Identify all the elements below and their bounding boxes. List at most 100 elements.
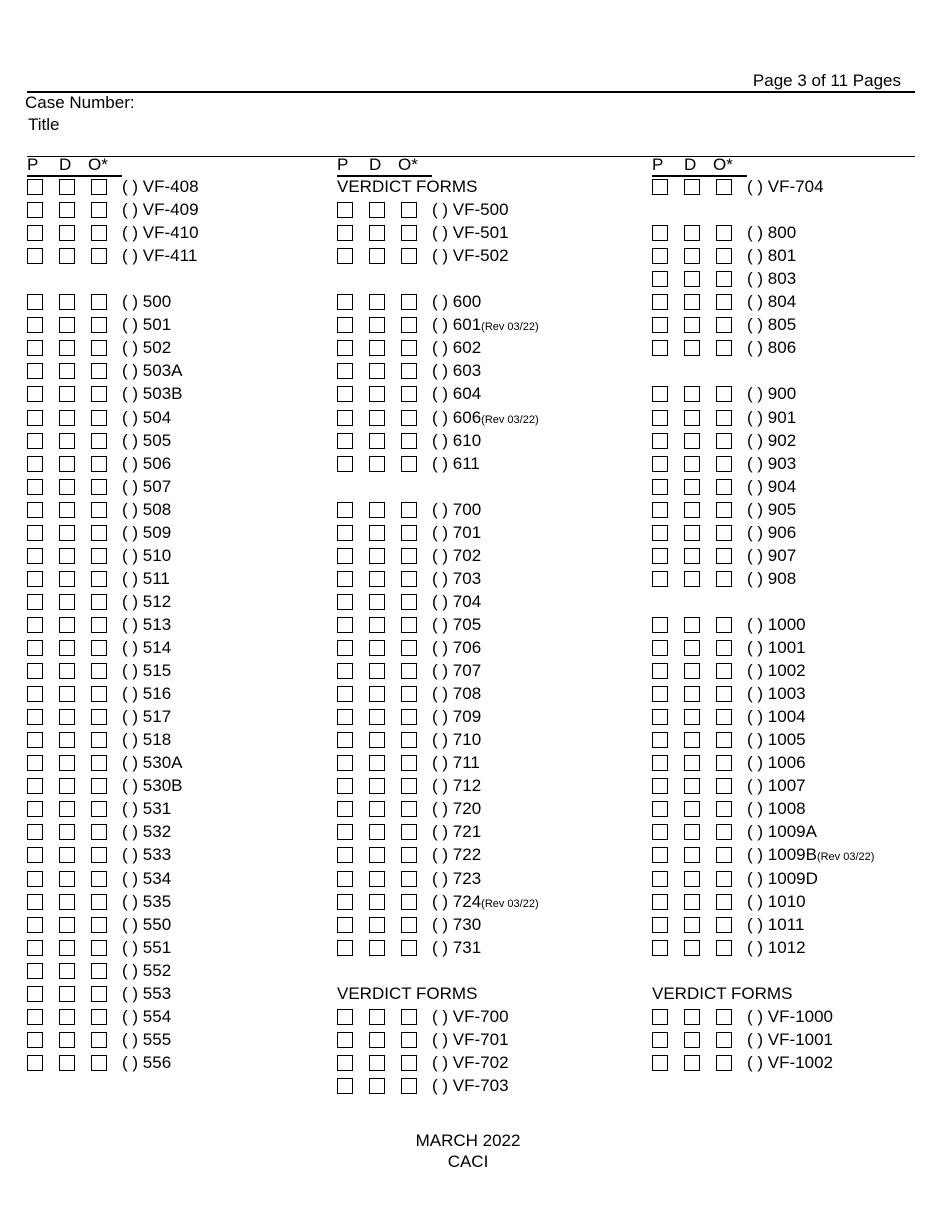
p-checkbox[interactable] [337, 870, 353, 887]
d-checkbox[interactable] [59, 593, 75, 610]
o-checkbox[interactable] [401, 317, 417, 334]
o-checkbox[interactable] [91, 1008, 107, 1025]
p-checkbox[interactable] [652, 547, 668, 564]
p-checkbox[interactable] [27, 640, 43, 656]
o-checkbox[interactable] [91, 340, 107, 357]
o-checkbox[interactable] [91, 455, 107, 472]
p-checkbox[interactable] [27, 294, 43, 311]
d-checkbox[interactable] [369, 248, 385, 265]
o-checkbox[interactable] [91, 916, 107, 933]
p-checkbox[interactable] [337, 778, 353, 795]
p-checkbox[interactable] [337, 570, 353, 587]
o-checkbox[interactable] [401, 501, 417, 518]
d-checkbox[interactable] [684, 640, 700, 656]
d-checkbox[interactable] [684, 225, 700, 242]
d-checkbox[interactable] [684, 455, 700, 472]
o-checkbox[interactable] [716, 709, 732, 726]
p-checkbox[interactable] [652, 248, 668, 265]
p-checkbox[interactable] [27, 225, 43, 242]
p-checkbox[interactable] [652, 893, 668, 910]
o-checkbox[interactable] [716, 824, 732, 841]
o-checkbox[interactable] [91, 732, 107, 749]
d-checkbox[interactable] [684, 179, 700, 195]
p-checkbox[interactable] [652, 870, 668, 887]
o-checkbox[interactable] [716, 686, 732, 703]
o-checkbox[interactable] [91, 501, 107, 518]
d-checkbox[interactable] [684, 709, 700, 726]
d-checkbox[interactable] [59, 755, 75, 772]
d-checkbox[interactable] [59, 340, 75, 357]
p-checkbox[interactable] [652, 386, 668, 403]
o-checkbox[interactable] [401, 893, 417, 910]
d-checkbox[interactable] [369, 432, 385, 449]
p-checkbox[interactable] [652, 824, 668, 841]
o-checkbox[interactable] [401, 801, 417, 818]
o-checkbox[interactable] [401, 1054, 417, 1071]
o-checkbox[interactable] [716, 847, 732, 864]
d-checkbox[interactable] [684, 340, 700, 357]
o-checkbox[interactable] [91, 593, 107, 610]
o-checkbox[interactable] [91, 847, 107, 864]
p-checkbox[interactable] [337, 202, 353, 219]
o-checkbox[interactable] [401, 1031, 417, 1048]
d-checkbox[interactable] [684, 294, 700, 311]
d-checkbox[interactable] [369, 501, 385, 518]
o-checkbox[interactable] [91, 317, 107, 334]
d-checkbox[interactable] [369, 202, 385, 219]
p-checkbox[interactable] [337, 386, 353, 403]
d-checkbox[interactable] [369, 939, 385, 956]
o-checkbox[interactable] [401, 824, 417, 841]
d-checkbox[interactable] [684, 570, 700, 587]
o-checkbox[interactable] [716, 455, 732, 472]
o-checkbox[interactable] [401, 939, 417, 956]
d-checkbox[interactable] [59, 179, 75, 195]
p-checkbox[interactable] [337, 755, 353, 772]
p-checkbox[interactable] [652, 478, 668, 495]
o-checkbox[interactable] [401, 870, 417, 887]
o-checkbox[interactable] [91, 686, 107, 703]
o-checkbox[interactable] [716, 317, 732, 334]
d-checkbox[interactable] [684, 686, 700, 703]
o-checkbox[interactable] [401, 755, 417, 772]
p-checkbox[interactable] [27, 547, 43, 564]
d-checkbox[interactable] [59, 317, 75, 334]
d-checkbox[interactable] [59, 916, 75, 933]
p-checkbox[interactable] [27, 593, 43, 610]
p-checkbox[interactable] [652, 524, 668, 541]
d-checkbox[interactable] [369, 663, 385, 680]
p-checkbox[interactable] [27, 824, 43, 841]
p-checkbox[interactable] [27, 801, 43, 818]
p-checkbox[interactable] [27, 179, 43, 195]
o-checkbox[interactable] [716, 570, 732, 587]
p-checkbox[interactable] [27, 409, 43, 426]
p-checkbox[interactable] [27, 663, 43, 680]
d-checkbox[interactable] [369, 778, 385, 795]
o-checkbox[interactable] [91, 709, 107, 726]
p-checkbox[interactable] [27, 616, 43, 633]
p-checkbox[interactable] [652, 916, 668, 933]
d-checkbox[interactable] [59, 962, 75, 979]
p-checkbox[interactable] [652, 225, 668, 242]
d-checkbox[interactable] [684, 248, 700, 265]
p-checkbox[interactable] [27, 939, 43, 956]
o-checkbox[interactable] [716, 294, 732, 311]
o-checkbox[interactable] [716, 916, 732, 933]
o-checkbox[interactable] [91, 363, 107, 380]
o-checkbox[interactable] [716, 640, 732, 656]
o-checkbox[interactable] [91, 248, 107, 265]
p-checkbox[interactable] [337, 939, 353, 956]
o-checkbox[interactable] [716, 386, 732, 403]
p-checkbox[interactable] [337, 1077, 353, 1094]
p-checkbox[interactable] [27, 1008, 43, 1025]
d-checkbox[interactable] [684, 870, 700, 887]
d-checkbox[interactable] [59, 732, 75, 749]
p-checkbox[interactable] [27, 985, 43, 1002]
o-checkbox[interactable] [716, 478, 732, 495]
o-checkbox[interactable] [91, 1054, 107, 1071]
d-checkbox[interactable] [684, 801, 700, 818]
o-checkbox[interactable] [91, 985, 107, 1002]
d-checkbox[interactable] [684, 824, 700, 841]
p-checkbox[interactable] [652, 847, 668, 864]
p-checkbox[interactable] [652, 570, 668, 587]
d-checkbox[interactable] [59, 847, 75, 864]
